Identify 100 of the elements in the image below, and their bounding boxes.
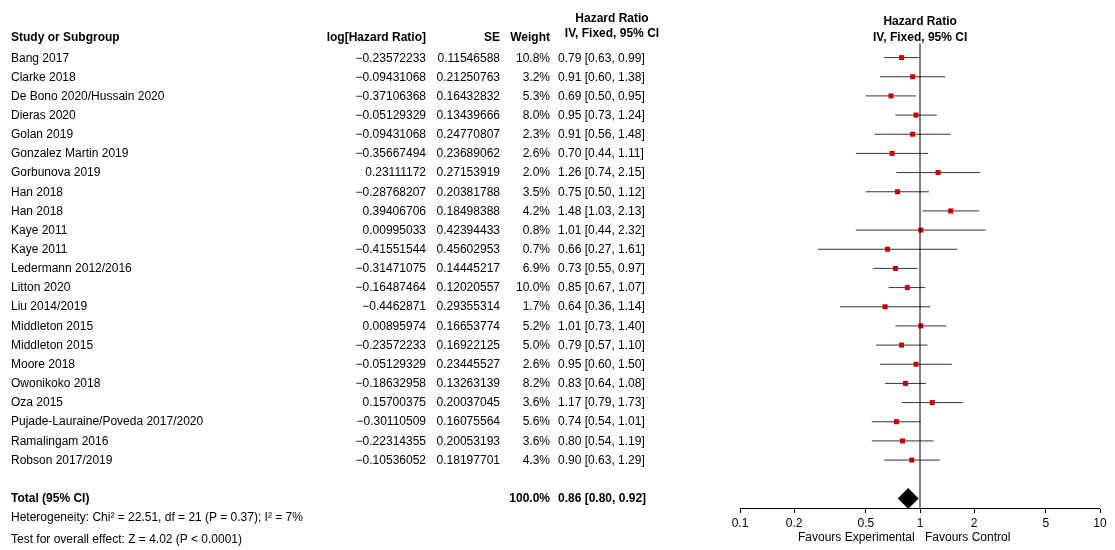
text: 4.3% — [522, 452, 550, 467]
text: 0.66 [0.27, 1.61] — [558, 242, 645, 256]
category-label: Gorbunova 2019 — [11, 165, 101, 180]
text: 2.0% — [522, 165, 550, 180]
category-label: Oza 2015 — [11, 395, 64, 410]
category-label: Clarke 2018 — [11, 69, 76, 84]
point — [899, 342, 905, 348]
text: 0.16653774 — [436, 318, 500, 333]
x-tick-label: 0.5 — [857, 516, 875, 531]
text: 0.91 [0.60, 1.38] — [558, 69, 645, 84]
point — [882, 304, 888, 310]
text: 0.11546588 — [437, 50, 500, 65]
text: 0.23111172 — [365, 165, 426, 180]
text: −0.4462871 — [362, 299, 426, 314]
text: 5.2% — [522, 318, 550, 333]
text: 0.00995033 — [362, 222, 426, 237]
text: 0.13263139 — [436, 376, 500, 391]
text: 3.6% — [522, 395, 550, 410]
text: −0.05129329 — [355, 356, 426, 371]
point — [910, 74, 916, 80]
text: 0.16432832 — [436, 88, 500, 103]
category-label: Moore 2018 — [11, 356, 76, 371]
text: 0.23445527 — [436, 356, 500, 371]
text: 0.79 [0.63, 0.99] — [558, 50, 645, 65]
category-label: Kaye 2011 — [11, 222, 68, 237]
text: 0.85 [0.67, 1.07] — [558, 280, 645, 295]
category-label: Total (95% CI) — [11, 490, 90, 505]
text: 0.70 [0.44, 1.11] — [558, 146, 644, 161]
category-label: SE — [483, 29, 500, 45]
category-label: Han 2018 — [11, 184, 64, 199]
text: −0.31471075 — [355, 261, 426, 276]
point — [895, 189, 901, 195]
text: Heterogeneity: Chi² = 22.51, df = 21 (P = 0.37); I² = 7% — [11, 509, 303, 525]
text: 0.8% — [522, 222, 550, 237]
category-label: Liu 2014/2019 — [11, 299, 88, 314]
text: 0.86 [0.80, 0.92] — [558, 490, 647, 505]
text: 10.8% — [515, 50, 550, 65]
x-tick-label: 0.1 — [731, 516, 749, 531]
text: 1.17 [0.79, 1.73] — [558, 395, 645, 410]
point — [913, 361, 919, 367]
text: 0.23689062 — [436, 146, 500, 161]
text: 0.16922125 — [436, 337, 500, 352]
text: 1.7% — [522, 299, 550, 314]
text: 0.12020557 — [436, 280, 500, 295]
category-label: Han 2018 — [11, 203, 64, 218]
category-label: Bang 2017 — [11, 50, 70, 65]
text: 1.01 [0.44, 2.32] — [558, 222, 645, 237]
point — [904, 285, 910, 291]
text: −0.30110509 — [356, 414, 426, 429]
category-label: Weight — [510, 29, 550, 45]
text: 0.20037045 — [436, 395, 500, 410]
category-label: Study or Subgroup — [11, 29, 120, 45]
text: −0.41551544 — [355, 242, 426, 256]
text: −0.28768207 — [355, 184, 426, 199]
x-tick-label: 5 — [1042, 516, 1050, 531]
text: 0.16075564 — [436, 414, 500, 429]
text: Favours Control — [925, 530, 1011, 544]
text: 0.21250763 — [436, 69, 500, 84]
text: −0.09431068 — [355, 127, 426, 142]
point — [888, 93, 894, 99]
point — [909, 457, 915, 463]
text: 0.18197701 — [436, 452, 500, 467]
text: 0.79 [0.57, 1.10] — [558, 337, 645, 352]
category-label: Owonikoko 2018 — [11, 376, 101, 391]
text: 0.91 [0.56, 1.48] — [558, 127, 645, 142]
text: 1.26 [0.74, 2.15] — [558, 165, 645, 180]
text: −0.22314355 — [355, 433, 426, 448]
text: 5.6% — [522, 414, 550, 429]
category-label: Ledermann 2012/2016 — [11, 261, 132, 276]
point — [892, 265, 898, 271]
text: −0.37106368 — [355, 88, 426, 103]
text: −0.09431068 — [355, 69, 426, 84]
x-tick-label: 1 — [916, 516, 924, 531]
text: Favours Experimental — [798, 530, 915, 544]
text: 0.90 [0.63, 1.29] — [558, 452, 645, 467]
point — [900, 438, 906, 444]
point — [897, 488, 919, 508]
chart-title: Hazard Ratio IV, Fixed, 95% CI — [873, 14, 968, 44]
text: 0.20381788 — [436, 184, 500, 199]
text: 0.24770807 — [436, 127, 500, 142]
text: 0.74 [0.54, 1.01] — [558, 414, 645, 429]
category-label: Hazard Ratio IV, Fixed, 95% CI — [564, 10, 660, 40]
x-tick-label: 2 — [970, 516, 978, 531]
text: 2.6% — [522, 146, 550, 161]
text: 0.95 [0.60, 1.50] — [558, 356, 645, 371]
text: 0.00895974 — [362, 318, 426, 333]
category-label: Golan 2019 — [11, 127, 74, 142]
x-tick-label: 0.2 — [785, 516, 803, 531]
text: −0.23572233 — [355, 50, 426, 65]
text: 2.6% — [522, 356, 550, 371]
text: 0.64 [0.36, 1.14] — [558, 299, 645, 314]
text: 0.75 [0.50, 1.12] — [558, 184, 645, 199]
text: 0.39406706 — [362, 203, 426, 218]
text: 10.0% — [515, 280, 550, 295]
x-tick-label: 10 — [1093, 516, 1107, 531]
point — [913, 112, 919, 118]
text: 0.7% — [522, 242, 550, 256]
text: 0.20053193 — [436, 433, 500, 448]
text: 3.2% — [522, 69, 550, 84]
text: 4.2% — [522, 203, 550, 218]
